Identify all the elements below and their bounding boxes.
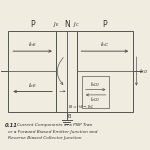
Text: $I_{eE}$: $I_{eE}$: [28, 81, 37, 90]
Text: 0.11: 0.11: [5, 123, 18, 128]
Text: $J_C$: $J_C$: [73, 20, 81, 29]
Text: $J_E$: $J_E$: [53, 20, 60, 29]
Text: $I_{CO}$: $I_{CO}$: [139, 67, 148, 76]
Text: or a Forward Biased Emitter Junction and: or a Forward Biased Emitter Junction and: [8, 130, 97, 134]
Text: $I_{hE}$: $I_{hE}$: [28, 40, 37, 49]
Text: P: P: [103, 20, 107, 29]
Text: $I_{eCO}$: $I_{eCO}$: [90, 95, 101, 104]
Text: N: N: [64, 20, 70, 29]
Text: $I_{hCO}$: $I_{hCO}$: [90, 80, 101, 89]
Text: $I_B = I_{hE} - I_{hC}$: $I_B = I_{hE} - I_{hC}$: [68, 103, 95, 111]
Text: Reverse Biased Collector Junction: Reverse Biased Collector Junction: [8, 136, 82, 140]
Text: Current Components in a PNP Tran: Current Components in a PNP Tran: [17, 123, 92, 127]
Text: P: P: [30, 20, 34, 29]
Text: B: B: [68, 114, 71, 119]
Text: $I_{hC}$: $I_{hC}$: [100, 40, 110, 49]
